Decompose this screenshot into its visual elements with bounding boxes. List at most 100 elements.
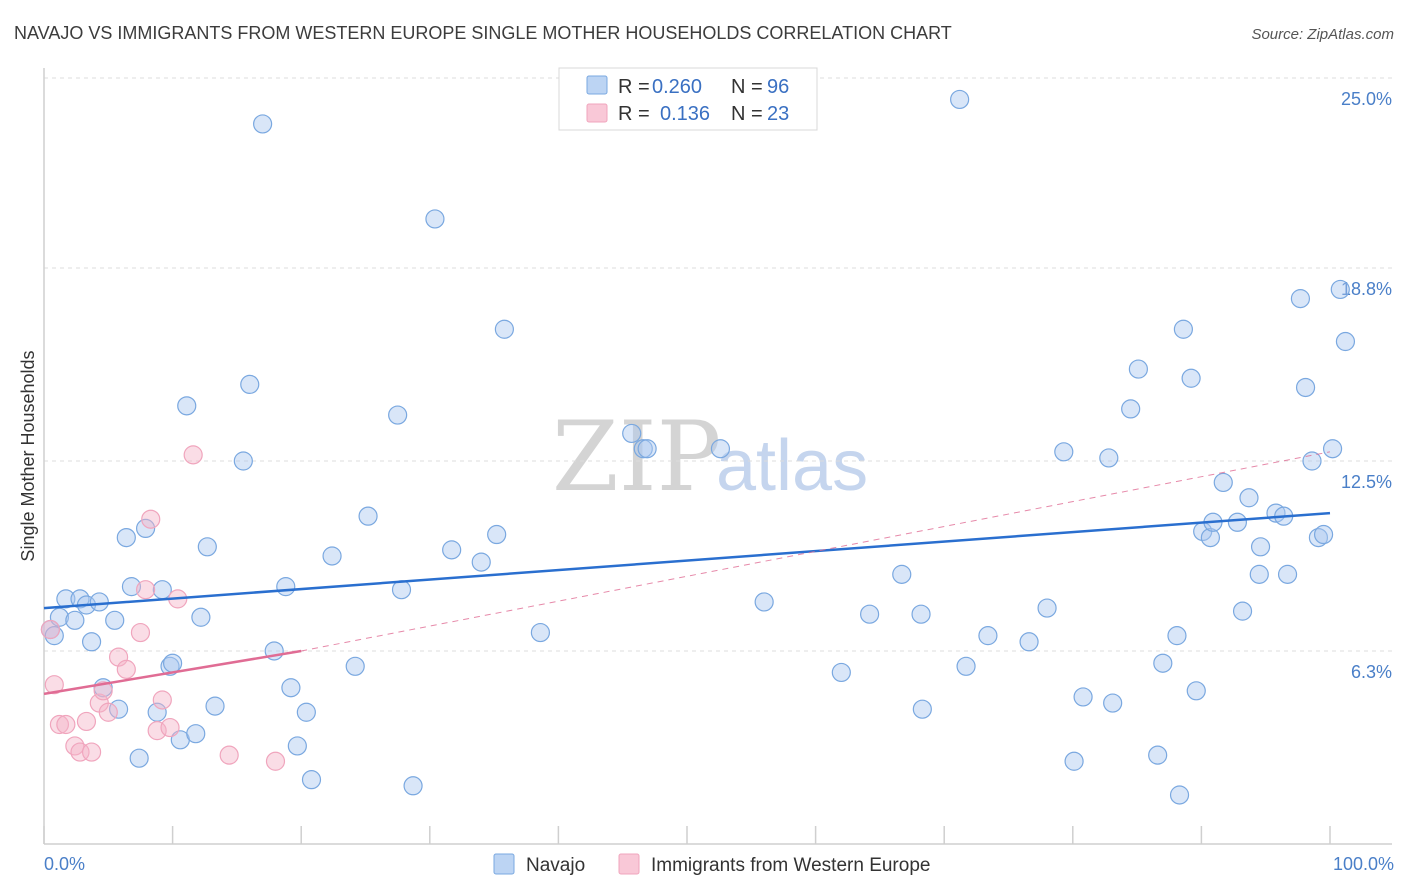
immigrants-point-6 xyxy=(76,711,97,732)
y-tick-label-1: 12.5% xyxy=(1341,472,1392,492)
bottom-legend[interactable]: Navajo Immigrants from Western Europe xyxy=(493,853,930,876)
navajo-point-55 xyxy=(911,604,931,624)
immigrants-point-21 xyxy=(219,745,239,765)
navajo-point-61 xyxy=(1037,598,1057,618)
navajo-point-63 xyxy=(1064,751,1084,771)
navajo-point-64 xyxy=(1073,687,1093,707)
navajo-point-25 xyxy=(205,696,225,716)
navajo-point-41 xyxy=(425,209,445,229)
chart-title: NAVAJO VS IMMIGRANTS FROM WESTERN EUROPE… xyxy=(14,23,952,43)
immigrants-point-22 xyxy=(265,751,286,771)
x-tick-label-max: 100.0% xyxy=(1333,854,1394,874)
navajo-point-37 xyxy=(358,506,378,526)
navajo-point-38 xyxy=(388,405,408,425)
navajo-point-90 xyxy=(1302,451,1322,471)
navajo-point-28 xyxy=(253,114,273,134)
navajo-point-81 xyxy=(1232,601,1253,621)
immigrants-point-12 xyxy=(116,659,136,679)
bottom-legend-swatch-navajo[interactable] xyxy=(493,853,515,875)
immigrants-point-9 xyxy=(93,681,113,701)
legend-n-value-navajo: 96 xyxy=(767,76,789,98)
navajo-point-87 xyxy=(1277,564,1298,584)
immigrants-point-15 xyxy=(141,509,161,529)
navajo-point-19 xyxy=(163,653,183,673)
scatter-points xyxy=(40,89,1356,805)
navajo-point-27 xyxy=(240,374,260,394)
navajo-point-71 xyxy=(1167,626,1187,646)
navajo-point-74 xyxy=(1181,368,1201,388)
immigrants-point-3 xyxy=(56,714,76,735)
navajo-point-12 xyxy=(116,527,136,548)
navajo-point-56 xyxy=(912,699,932,719)
navajo-point-84 xyxy=(1249,564,1269,584)
navajo-point-57 xyxy=(950,89,970,110)
navajo-point-83 xyxy=(1250,537,1271,557)
navajo-point-54 xyxy=(892,564,912,584)
chart-source: Source: ZipAtlas.com xyxy=(1251,26,1394,43)
navajo-point-52 xyxy=(831,662,851,683)
navajo-point-82 xyxy=(1239,488,1259,508)
navajo-point-13 xyxy=(121,577,142,597)
watermark-zip: ZIP xyxy=(552,401,721,513)
legend-r-label-immigrants: R = xyxy=(618,103,650,125)
navajo-point-91 xyxy=(1308,527,1329,548)
navajo-point-39 xyxy=(391,580,412,600)
navajo-point-77 xyxy=(1200,527,1221,548)
navajo-point-43 xyxy=(471,552,491,572)
navajo-point-31 xyxy=(281,678,301,698)
legend-n-label-immigrants: N = xyxy=(731,103,763,125)
immigrants-point-0 xyxy=(40,619,61,640)
navajo-point-89 xyxy=(1295,377,1316,398)
y-tick-label-2: 18.8% xyxy=(1341,279,1392,299)
immigrants-point-2 xyxy=(49,714,70,735)
navajo-point-33 xyxy=(296,702,316,722)
trend-line-0 xyxy=(43,511,1331,610)
navajo-point-60 xyxy=(1019,632,1039,652)
legend-swatch-navajo xyxy=(586,75,608,95)
navajo-point-22 xyxy=(186,724,206,744)
y-tick-label-3: 25.0% xyxy=(1341,89,1392,109)
legend-n-label-navajo: N = xyxy=(731,76,763,98)
navajo-point-23 xyxy=(191,607,211,627)
legend-swatch-immigrants xyxy=(586,103,608,123)
navajo-point-62 xyxy=(1054,442,1074,462)
navajo-point-46 xyxy=(530,622,550,643)
navajo-point-69 xyxy=(1148,745,1168,765)
x-tick-marks xyxy=(43,826,1331,844)
immigrants-point-13 xyxy=(130,622,151,643)
navajo-point-67 xyxy=(1121,399,1141,419)
bottom-legend-label-navajo[interactable]: Navajo xyxy=(526,855,585,876)
navajo-point-51 xyxy=(754,592,774,612)
gridlines xyxy=(44,77,1392,652)
navajo-point-58 xyxy=(956,656,976,676)
bottom-legend-swatch-immigrants[interactable] xyxy=(618,853,640,875)
immigrants-point-7 xyxy=(81,742,102,762)
legend-r-value-immigrants: 0.136 xyxy=(660,103,710,125)
watermark: ZIP atlas xyxy=(552,401,868,513)
navajo-point-79 xyxy=(1213,472,1233,493)
navajo-point-24 xyxy=(197,537,217,557)
navajo-point-49 xyxy=(637,439,657,459)
trend-line-1 xyxy=(43,649,302,696)
immigrants-point-1 xyxy=(44,675,64,695)
legend-r-label-navajo: R = xyxy=(618,76,650,98)
navajo-point-15 xyxy=(135,518,156,539)
navajo-point-7 xyxy=(81,632,102,652)
immigrants-point-14 xyxy=(135,580,156,600)
bottom-legend-label-immigrants[interactable]: Immigrants from Western Europe xyxy=(651,855,930,876)
navajo-point-47 xyxy=(622,423,642,444)
trend-lines xyxy=(43,451,1331,696)
immigrants-point-17 xyxy=(152,690,172,710)
navajo-point-94 xyxy=(1330,279,1350,300)
y-axis-label: Single Mother Households xyxy=(18,350,38,561)
navajo-point-3 xyxy=(56,589,76,609)
navajo-point-36 xyxy=(345,656,365,676)
navajo-point-34 xyxy=(301,770,322,790)
navajo-point-65 xyxy=(1099,448,1119,468)
navajo-point-68 xyxy=(1128,359,1148,379)
legend-r-value-navajo: 0.260 xyxy=(652,76,702,98)
immigrants-point-5 xyxy=(70,742,90,762)
navajo-point-30 xyxy=(276,577,296,597)
navajo-point-18 xyxy=(160,656,180,676)
navajo-point-66 xyxy=(1103,693,1123,713)
